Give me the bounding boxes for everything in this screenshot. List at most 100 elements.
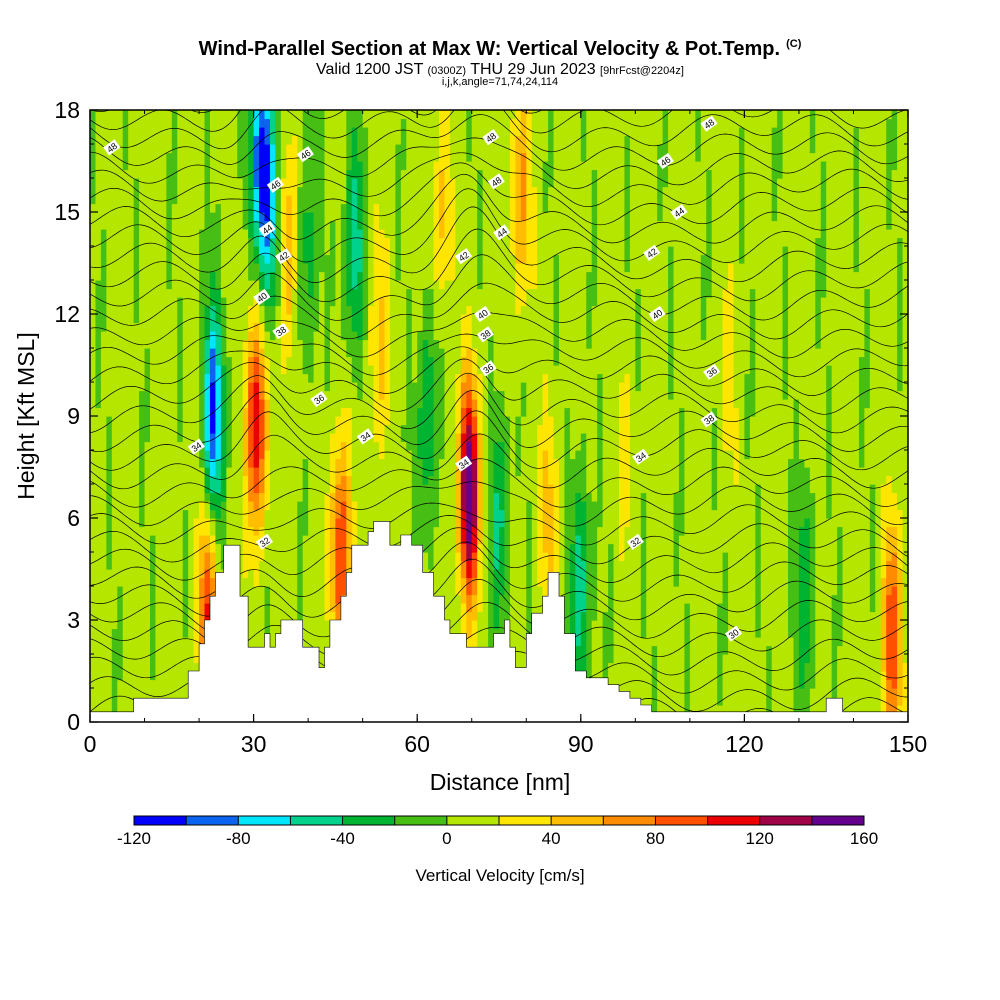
velocity-cell — [433, 552, 440, 562]
velocity-cell — [466, 577, 473, 587]
velocity-cell — [837, 560, 844, 570]
velocity-cell — [520, 645, 527, 655]
velocity-cell — [640, 637, 647, 647]
velocity-cell — [215, 509, 222, 519]
velocity-cell — [128, 705, 135, 715]
velocity-cell — [815, 518, 822, 528]
velocity-cell — [678, 569, 686, 579]
velocity-cell — [624, 543, 631, 553]
velocity-cell — [700, 475, 707, 485]
velocity-cell — [755, 560, 762, 570]
velocity-cell — [379, 441, 386, 451]
velocity-cell — [477, 543, 484, 553]
velocity-cell — [662, 620, 669, 630]
velocity-cell — [493, 603, 500, 613]
velocity-cell — [395, 458, 402, 468]
velocity-cell — [624, 569, 631, 579]
velocity-cell — [842, 628, 849, 638]
velocity-cell — [684, 620, 691, 630]
velocity-cell — [706, 637, 713, 647]
velocity-cell — [820, 552, 827, 562]
velocity-cell — [635, 688, 642, 698]
velocity-cell — [591, 645, 598, 655]
velocity-cell — [520, 467, 527, 477]
velocity-cell — [902, 696, 908, 706]
velocity-cell — [700, 458, 707, 468]
velocity-cell — [166, 594, 173, 604]
velocity-cell — [193, 543, 200, 553]
velocity-cell — [684, 586, 691, 596]
velocity-cell — [853, 535, 860, 545]
velocity-cell — [149, 441, 157, 451]
velocity-cell — [106, 671, 113, 681]
velocity-cell — [231, 475, 238, 485]
velocity-cell — [204, 569, 211, 579]
velocity-cell — [668, 560, 675, 570]
velocity-cell — [149, 679, 157, 689]
velocity-cell — [526, 577, 533, 587]
velocity-cell — [193, 560, 200, 570]
velocity-cell — [717, 458, 724, 468]
velocity-cell — [340, 509, 347, 519]
velocity-cell — [744, 526, 751, 536]
velocity-cell — [657, 526, 664, 536]
velocity-cell — [608, 450, 615, 460]
velocity-cell — [820, 628, 827, 638]
velocity-cell — [182, 628, 189, 638]
velocity-cell — [722, 450, 729, 460]
velocity-cell — [858, 484, 865, 494]
velocity-cell — [117, 654, 124, 664]
velocity-cell — [722, 671, 729, 681]
velocity-cell — [902, 458, 908, 468]
velocity-cell — [684, 679, 691, 689]
velocity-cell — [428, 467, 435, 477]
velocity-cell — [160, 492, 167, 502]
velocity-cell — [793, 696, 800, 706]
velocity-cell — [624, 594, 631, 604]
velocity-cell — [204, 543, 211, 553]
velocity-cell — [635, 552, 642, 562]
velocity-cell — [831, 611, 838, 621]
velocity-cell — [357, 492, 364, 502]
velocity-cell — [204, 586, 211, 596]
velocity-cell — [248, 586, 255, 596]
velocity-cell — [618, 492, 626, 502]
velocity-cell — [809, 654, 816, 664]
velocity-cell — [433, 467, 440, 477]
velocity-cell — [193, 467, 200, 477]
velocity-cell — [848, 654, 855, 664]
velocity-cell — [422, 492, 429, 502]
velocity-cell — [471, 475, 478, 485]
velocity-cell — [722, 518, 729, 528]
velocity-cell — [193, 501, 200, 511]
velocity-cell — [335, 467, 342, 477]
velocity-cell — [231, 433, 238, 443]
velocity-cell — [717, 492, 724, 502]
velocity-cell — [90, 433, 97, 443]
velocity-cell — [237, 501, 244, 511]
velocity-cell — [548, 509, 555, 519]
velocity-cell — [689, 535, 696, 545]
velocity-cell — [111, 637, 118, 647]
velocity-cell — [155, 586, 162, 596]
velocity-cell — [662, 671, 669, 681]
velocity-cell — [297, 552, 304, 562]
velocity-cell — [651, 509, 658, 519]
velocity-cell — [515, 577, 522, 587]
velocity-cell — [362, 501, 369, 511]
velocity-cell — [689, 560, 696, 570]
velocity-cell — [90, 696, 97, 706]
velocity-cell — [482, 569, 489, 579]
velocity-cell — [144, 467, 151, 477]
velocity-cell — [253, 475, 260, 485]
velocity-cell — [646, 637, 653, 647]
velocity-cell — [809, 586, 816, 596]
velocity-cell — [155, 569, 162, 579]
velocity-cell — [788, 662, 795, 672]
velocity-cell — [95, 501, 102, 511]
velocity-cell — [351, 441, 358, 451]
velocity-cell — [133, 679, 140, 689]
velocity-cell — [335, 492, 342, 502]
velocity-cell — [640, 696, 647, 706]
velocity-cell — [188, 611, 195, 621]
